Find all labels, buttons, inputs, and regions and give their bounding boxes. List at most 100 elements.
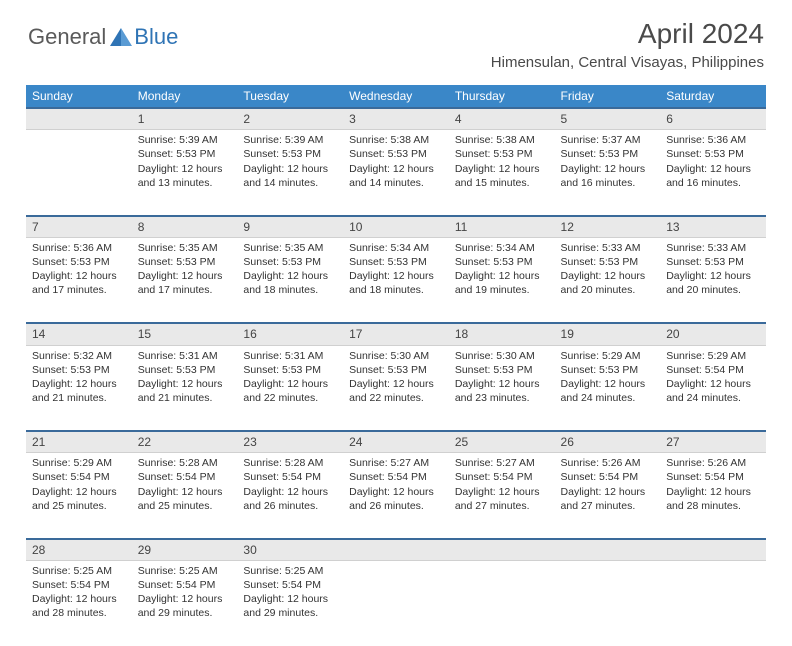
sunrise-value: 5:38 AM <box>496 134 535 146</box>
week-detail-row: Sunrise: 5:32 AMSunset: 5:53 PMDaylight:… <box>26 345 766 431</box>
sunset-line: Sunset: 5:54 PM <box>349 470 443 484</box>
day-detail-cell: Sunrise: 5:30 AMSunset: 5:53 PMDaylight:… <box>343 345 449 431</box>
day-detail-cell: Sunrise: 5:37 AMSunset: 5:53 PMDaylight:… <box>555 130 661 216</box>
day-header: Tuesday <box>237 85 343 108</box>
sunset-value: 5:53 PM <box>176 256 215 268</box>
sunrise-value: 5:25 AM <box>179 565 218 577</box>
daylight-value: 12 hours and 27 minutes. <box>561 486 646 512</box>
daylight-value: 12 hours and 20 minutes. <box>561 270 646 296</box>
sunrise-line: Sunrise: 5:29 AM <box>561 349 655 363</box>
day-detail-cell: Sunrise: 5:36 AMSunset: 5:53 PMDaylight:… <box>26 237 132 323</box>
sunrise-value: 5:36 AM <box>73 242 112 254</box>
sunrise-value: 5:31 AM <box>179 350 218 362</box>
daylight-value: 12 hours and 15 minutes. <box>455 163 540 189</box>
sunrise-value: 5:33 AM <box>602 242 641 254</box>
sunset-value: 5:53 PM <box>705 256 744 268</box>
day-detail-cell <box>555 560 661 646</box>
sunset-value: 5:54 PM <box>705 471 744 483</box>
day-detail-cell <box>660 560 766 646</box>
sunset-line: Sunset: 5:53 PM <box>32 255 126 269</box>
sunset-value: 5:54 PM <box>388 471 427 483</box>
sunrise-line: Sunrise: 5:29 AM <box>666 349 760 363</box>
week-detail-row: Sunrise: 5:39 AM Sunset: 5:53 PM Daylight:… <box>26 130 766 216</box>
day-number-cell: 30 <box>237 539 343 561</box>
daylight-line: Daylight: 12 hours and 23 minutes. <box>455 377 549 405</box>
day-detail-cell: Sunrise: 5:29 AMSunset: 5:54 PMDaylight:… <box>660 345 766 431</box>
daylight-line: Daylight: 12 hours and 26 minutes. <box>243 485 337 513</box>
sunrise-value: 5:25 AM <box>73 565 112 577</box>
sunset-line: Sunset: 5:54 PM <box>666 363 760 377</box>
daylight-value: 12 hours and 29 minutes. <box>138 593 223 619</box>
sunrise-line: Sunrise: 5:26 AM <box>666 456 760 470</box>
day-detail-cell: Sunrise: 5:27 AMSunset: 5:54 PMDaylight:… <box>449 453 555 539</box>
sunset-line: Sunset: 5:54 PM <box>561 470 655 484</box>
daylight-line: Daylight: 12 hours and 29 minutes. <box>138 592 232 620</box>
sunset-value: 5:54 PM <box>282 579 321 591</box>
daylight-line: Daylight: 12 hours and 22 minutes. <box>243 377 337 405</box>
sunrise-line: Sunrise: 5:38 AM <box>455 133 549 147</box>
sunrise-line: Sunrise: 5:28 AM <box>243 456 337 470</box>
sunset-line: Sunset: 5:53 PM <box>561 255 655 269</box>
day-number-cell: 22 <box>132 431 238 453</box>
sunset-value: 5:54 PM <box>705 364 744 376</box>
daylight-value: 12 hours and 18 minutes. <box>349 270 434 296</box>
sunrise-line: Sunrise: 5:26 AM <box>561 456 655 470</box>
sunrise-line: Sunrise: 5:25 AM <box>243 564 337 578</box>
daylight-line: Daylight: 12 hours and 17 minutes. <box>138 269 232 297</box>
day-number-cell: 25 <box>449 431 555 453</box>
day-detail-cell <box>343 560 449 646</box>
sunrise-line: Sunrise: 5:32 AM <box>32 349 126 363</box>
sunrise-line: Sunrise: 5:27 AM <box>349 456 443 470</box>
day-number-cell: 10 <box>343 216 449 238</box>
day-number-cell <box>343 539 449 561</box>
daylight-line: Daylight: 12 hours and 14 minutes. <box>243 162 337 190</box>
day-number-cell: 24 <box>343 431 449 453</box>
day-detail-cell: Sunrise: 5:31 AMSunset: 5:53 PMDaylight:… <box>132 345 238 431</box>
sunset-value: 5:53 PM <box>282 148 321 160</box>
day-number-cell: 8 <box>132 216 238 238</box>
daylight-line: Daylight: 12 hours and 16 minutes. <box>561 162 655 190</box>
daylight-value: 12 hours and 23 minutes. <box>455 378 540 404</box>
sunset-value: 5:53 PM <box>71 256 110 268</box>
daylight-value: 12 hours and 16 minutes. <box>666 163 751 189</box>
daylight-value: 12 hours and 28 minutes. <box>32 593 117 619</box>
sunrise-line: Sunrise: 5:39 AM <box>243 133 337 147</box>
week-detail-row: Sunrise: 5:25 AMSunset: 5:54 PMDaylight:… <box>26 560 766 646</box>
daylight-line: Daylight: 12 hours and 21 minutes. <box>138 377 232 405</box>
sunrise-value: 5:27 AM <box>496 457 535 469</box>
daylight-value: 12 hours and 20 minutes. <box>666 270 751 296</box>
day-header: Wednesday <box>343 85 449 108</box>
sunset-value: 5:53 PM <box>493 364 532 376</box>
day-detail-cell <box>449 560 555 646</box>
day-detail-cell: Sunrise: 5:30 AMSunset: 5:53 PMDaylight:… <box>449 345 555 431</box>
daylight-value: 12 hours and 21 minutes. <box>32 378 117 404</box>
sunrise-line: Sunrise: 5:35 AM <box>243 241 337 255</box>
sunrise-line: Sunrise: 5:30 AM <box>455 349 549 363</box>
daylight-value: 12 hours and 17 minutes. <box>32 270 117 296</box>
daylight-value: 12 hours and 22 minutes. <box>243 378 328 404</box>
sunrise-value: 5:29 AM <box>708 350 747 362</box>
week-daynum-row: 123456 <box>26 108 766 130</box>
week-detail-row: Sunrise: 5:29 AMSunset: 5:54 PMDaylight:… <box>26 453 766 539</box>
sunrise-line: Sunrise: 5:28 AM <box>138 456 232 470</box>
sunset-value: 5:53 PM <box>493 148 532 160</box>
sunrise-line: Sunrise: 5:27 AM <box>455 456 549 470</box>
sunset-line: Sunset: 5:54 PM <box>138 470 232 484</box>
sunset-line: Sunset: 5:53 PM <box>138 147 232 161</box>
sunset-value: 5:54 PM <box>71 471 110 483</box>
day-detail-cell: Sunrise: 5:28 AMSunset: 5:54 PMDaylight:… <box>237 453 343 539</box>
day-detail-cell: Sunrise: 5:39 AMSunset: 5:53 PMDaylight:… <box>132 130 238 216</box>
daylight-value: 12 hours and 26 minutes. <box>349 486 434 512</box>
sunrise-value: 5:36 AM <box>708 134 747 146</box>
sunset-value: 5:53 PM <box>71 364 110 376</box>
daylight-value: 12 hours and 22 minutes. <box>349 378 434 404</box>
sunrise-line: Sunrise: 5:25 AM <box>32 564 126 578</box>
daylight-line: Daylight: 12 hours and 19 minutes. <box>455 269 549 297</box>
day-number-cell: 12 <box>555 216 661 238</box>
day-detail-cell: Sunrise: 5:35 AMSunset: 5:53 PMDaylight:… <box>237 237 343 323</box>
sunset-line: Sunset: 5:53 PM <box>455 363 549 377</box>
day-detail-cell: Sunrise: 5:26 AMSunset: 5:54 PMDaylight:… <box>660 453 766 539</box>
day-detail-cell: Sunrise: 5:38 AMSunset: 5:53 PMDaylight:… <box>449 130 555 216</box>
sunrise-line: Sunrise: 5:33 AM <box>666 241 760 255</box>
daylight-line: Daylight: 12 hours and 20 minutes. <box>561 269 655 297</box>
